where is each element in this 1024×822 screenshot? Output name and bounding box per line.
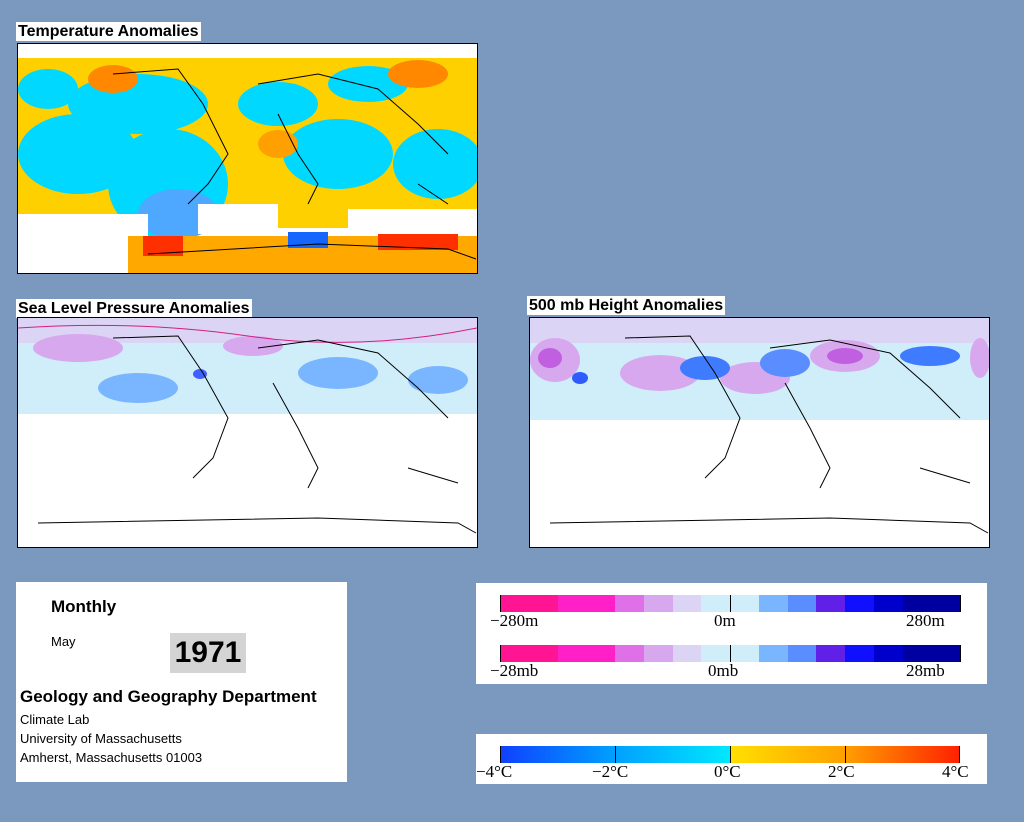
height-pressure-legend: −280m 0m 280m −28mb 0mb 28mb: [476, 583, 987, 684]
height500-map-canvas: [530, 318, 989, 547]
slp-map-canvas: [18, 318, 477, 547]
temperature-map-title: Temperature Anomalies: [16, 22, 201, 41]
temp-tick-minus2: [615, 746, 616, 763]
height-label-zero: 0m: [714, 611, 736, 630]
temp-tick-plus2: [845, 746, 846, 763]
lab-name: Climate Lab: [20, 712, 90, 727]
info-panel: Monthly May 1971 Geology and Geography D…: [16, 582, 347, 782]
pressure-label-min: −28mb: [490, 661, 539, 680]
pressure-tick-center: [730, 645, 731, 662]
height500-anomaly-map: [529, 317, 990, 548]
slp-anomaly-map: [17, 317, 478, 548]
pressure-label-max: 28mb: [906, 661, 945, 680]
temp-label-minus4: −4°C: [476, 762, 513, 781]
temp-tick-zero: [730, 746, 731, 763]
period-label: Monthly: [51, 597, 117, 616]
temperature-map-canvas: [18, 44, 477, 273]
year-display: 1971: [170, 633, 246, 673]
pressure-tick-right: [960, 645, 961, 662]
temperature-anomaly-map: [17, 43, 478, 274]
height-color-bar: [500, 595, 960, 612]
height-tick-left: [500, 595, 501, 612]
height-label-max: 280m: [906, 611, 945, 630]
height-map-title: 500 mb Height Anomalies: [527, 296, 726, 315]
university-name: University of Massachusetts: [20, 731, 182, 746]
temp-label-plus4: 4°C: [942, 762, 969, 781]
temp-tick-minus4: [500, 746, 501, 763]
temperature-legend: −4°C −2°C 0°C 2°C 4°C: [476, 734, 987, 784]
month-label: May: [51, 634, 76, 649]
slp-map-title: Sea Level Pressure Anomalies: [16, 299, 252, 318]
address: Amherst, Massachusetts 01003: [20, 750, 203, 765]
department-name: Geology and Geography Department: [20, 687, 317, 706]
height-tick-right: [960, 595, 961, 612]
temp-label-zero: 0°C: [714, 762, 741, 781]
temp-label-plus2: 2°C: [828, 762, 855, 781]
pressure-color-bar: [500, 645, 960, 662]
temp-label-minus2: −2°C: [592, 762, 629, 781]
height-label-min: −280m: [490, 611, 539, 630]
pressure-tick-left: [500, 645, 501, 662]
temp-tick-plus4: [959, 746, 960, 763]
height-tick-center: [730, 595, 731, 612]
pressure-label-zero: 0mb: [708, 661, 739, 680]
